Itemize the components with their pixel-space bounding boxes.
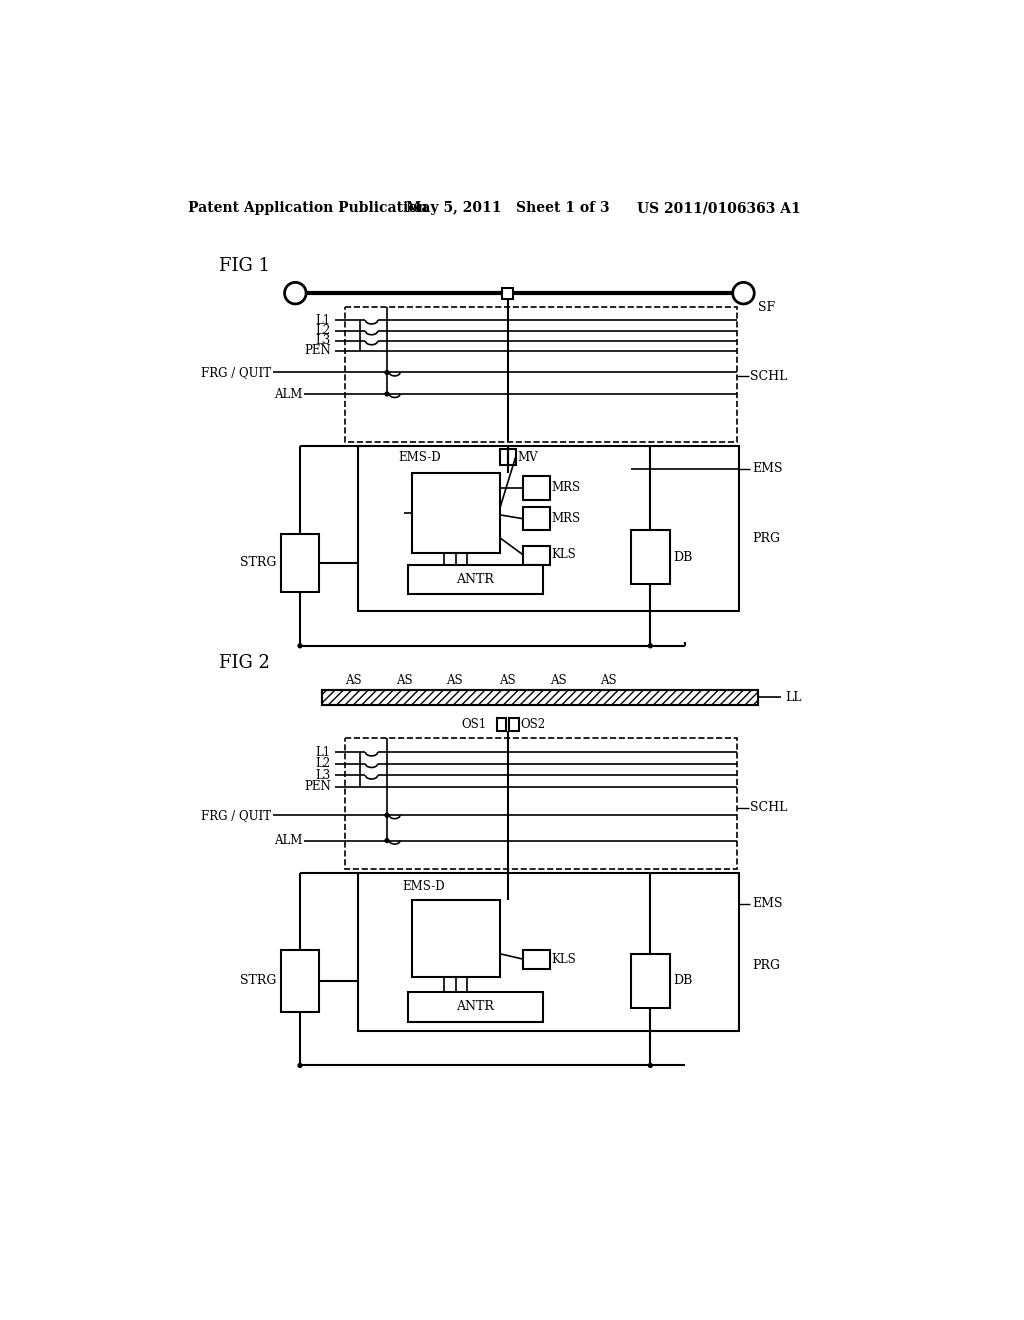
Bar xyxy=(281,950,319,1011)
Circle shape xyxy=(385,371,389,375)
Text: STRG: STRG xyxy=(241,974,276,987)
Text: AS: AS xyxy=(600,675,616,686)
Text: EMS: EMS xyxy=(752,462,782,475)
Bar xyxy=(412,473,500,553)
Text: FRG / QUIT: FRG / QUIT xyxy=(202,366,271,379)
Circle shape xyxy=(298,1064,302,1068)
Bar xyxy=(357,873,739,1031)
Text: ALM: ALM xyxy=(273,834,302,847)
Bar xyxy=(322,689,758,705)
Text: MV: MV xyxy=(517,450,538,463)
Text: Patent Application Publication: Patent Application Publication xyxy=(188,202,428,215)
Circle shape xyxy=(385,813,389,817)
Circle shape xyxy=(648,1064,652,1068)
Text: MRS: MRS xyxy=(552,482,581,495)
Text: L2: L2 xyxy=(315,758,331,770)
Text: EMS: EMS xyxy=(752,898,782,911)
Text: May 5, 2011   Sheet 1 of 3: May 5, 2011 Sheet 1 of 3 xyxy=(407,202,610,215)
Text: KLS: KLS xyxy=(552,953,577,966)
Text: OS2: OS2 xyxy=(520,718,546,731)
Text: US 2011/0106363 A1: US 2011/0106363 A1 xyxy=(637,202,801,215)
Text: SCHL: SCHL xyxy=(751,370,787,383)
Text: L1: L1 xyxy=(315,314,331,326)
Circle shape xyxy=(385,838,389,842)
Text: PRG: PRG xyxy=(752,958,780,972)
Bar xyxy=(500,449,515,465)
Text: STRG: STRG xyxy=(241,556,276,569)
Text: L3: L3 xyxy=(315,768,331,781)
Bar xyxy=(408,565,543,594)
Bar xyxy=(412,900,500,977)
Text: AS: AS xyxy=(550,675,566,686)
Text: AS: AS xyxy=(500,675,516,686)
Bar xyxy=(631,531,670,585)
Bar xyxy=(509,718,518,730)
Bar xyxy=(345,738,737,869)
Bar xyxy=(523,545,550,565)
Text: LL: LL xyxy=(785,690,802,704)
Text: PRG: PRG xyxy=(752,532,780,545)
Bar xyxy=(281,535,319,591)
Circle shape xyxy=(648,644,652,648)
Bar xyxy=(523,950,550,969)
Circle shape xyxy=(385,392,389,396)
Bar xyxy=(345,308,737,442)
Circle shape xyxy=(298,644,302,648)
Text: ALM: ALM xyxy=(273,388,302,400)
Text: AS: AS xyxy=(345,675,362,686)
Text: AS: AS xyxy=(395,675,413,686)
Text: OS1: OS1 xyxy=(461,718,486,731)
Text: L2: L2 xyxy=(315,325,331,338)
Text: KLS: KLS xyxy=(552,548,577,561)
Text: ANTR: ANTR xyxy=(456,573,494,586)
Bar xyxy=(503,288,513,298)
Text: EMS-D: EMS-D xyxy=(401,880,444,894)
Text: PEN: PEN xyxy=(304,345,331,358)
Bar xyxy=(631,954,670,1007)
Text: FRG / QUIT: FRG / QUIT xyxy=(202,809,271,822)
Text: AS: AS xyxy=(445,675,462,686)
Text: DB: DB xyxy=(674,974,693,987)
Text: L1: L1 xyxy=(315,746,331,759)
Bar xyxy=(322,689,758,705)
Bar xyxy=(357,446,739,611)
Text: FIG 2: FIG 2 xyxy=(219,653,270,672)
Text: EMS-D: EMS-D xyxy=(398,450,440,463)
Text: DB: DB xyxy=(674,550,693,564)
Text: SF: SF xyxy=(758,301,775,314)
Text: ANTR: ANTR xyxy=(456,1001,494,1014)
Bar xyxy=(408,993,543,1022)
Bar xyxy=(523,477,550,499)
Circle shape xyxy=(733,282,755,304)
Text: PEN: PEN xyxy=(304,780,331,793)
Bar xyxy=(523,507,550,531)
Text: FIG 1: FIG 1 xyxy=(219,257,270,275)
Bar xyxy=(497,718,506,730)
Text: L3: L3 xyxy=(315,334,331,347)
Text: MRS: MRS xyxy=(552,512,581,525)
Text: SCHL: SCHL xyxy=(751,801,787,814)
Circle shape xyxy=(285,282,306,304)
